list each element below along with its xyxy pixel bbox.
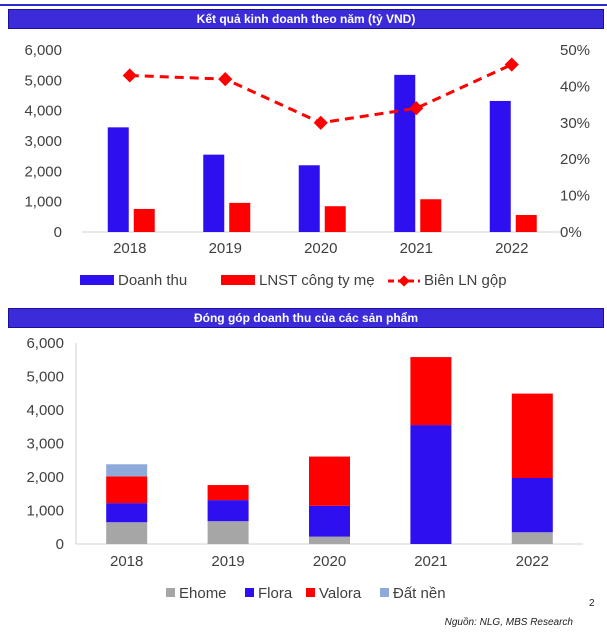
chart1-x-tick: 2020 — [304, 240, 337, 257]
chart1-bar-doanh-thu — [489, 100, 511, 233]
chart2-bar-flora — [511, 478, 553, 533]
chart1-x-tick: 2021 — [400, 240, 433, 257]
chart1-y2-tick: 30% — [560, 115, 590, 132]
chart1-y2-tick: 40% — [560, 78, 590, 95]
chart1-point-bien-ln-gop — [504, 57, 519, 72]
chart2-legend-swatch-ehome — [166, 588, 175, 597]
chart2-revenue-contribution: 0 1,000 2,000 3,000 4,000 5,000 6,000 2018 2019 2… — [26, 335, 583, 602]
chart2-y-tick: 5,000 — [26, 369, 64, 386]
chart2-x-tick: 2022 — [516, 553, 549, 570]
chart1-bar-doanh-thu — [107, 127, 129, 232]
chart1-y2-tick: 20% — [560, 151, 590, 168]
chart2-y-tick: 6,000 — [26, 335, 64, 352]
chart1-point-bien-ln-gop — [409, 101, 424, 116]
chart1-bar-lnst — [133, 208, 155, 232]
chart2-y-tick: 4,000 — [26, 402, 64, 419]
chart2-bar-flora — [207, 500, 249, 522]
chart1-x-tick: 2019 — [209, 240, 242, 257]
chart1-y2-tick: 0% — [560, 224, 582, 241]
chart2-legend-dat-nen: Đất nền — [393, 585, 446, 602]
chart2-y-tick: 2,000 — [26, 469, 64, 486]
chart2-bar-valora — [511, 393, 553, 479]
chart2-y-tick: 3,000 — [26, 436, 64, 453]
chart1-y-tick: 1,000 — [24, 194, 62, 211]
chart2-y-tick: 1,000 — [26, 503, 64, 520]
chart1-business-results: 0 1,000 2,000 3,000 4,000 5,000 6,000 0% 10% 20% 3… — [24, 42, 590, 289]
chart2-bar-valora — [309, 456, 350, 506]
chart1-bar-lnst — [515, 215, 537, 232]
chart2-legend-swatch-valora — [306, 588, 315, 597]
chart1-bar-doanh-thu — [203, 154, 225, 232]
chart1-y-tick: 3,000 — [24, 133, 62, 150]
chart2-x-tick: 2021 — [414, 553, 447, 570]
chart1-bar-lnst — [420, 199, 442, 232]
chart2-legend-swatch-flora — [245, 588, 254, 597]
chart1-legend-lnst: LNST công ty mẹ — [259, 272, 375, 289]
chart2-bar-ehome — [309, 536, 350, 544]
chart2-bar-flora — [106, 503, 148, 523]
chart1-y-tick: 2,000 — [24, 163, 62, 180]
top-rule — [0, 4, 607, 6]
chart1-bar-lnst — [324, 206, 346, 232]
chart1-legend-marker-bien — [398, 275, 410, 287]
chart2-bar-ehome — [511, 532, 553, 544]
chart2-bar-ehome — [207, 521, 249, 544]
chart1-bar-lnst — [229, 202, 251, 232]
chart2-bar-dat-nen — [106, 464, 148, 477]
page-number: 2 — [589, 598, 595, 609]
chart1-y2-tick: 10% — [560, 188, 590, 205]
chart1-point-bien-ln-gop — [313, 115, 328, 130]
chart2-bar-ehome — [106, 522, 148, 544]
chart2-bar-valora — [106, 476, 148, 504]
chart1-x-tick: 2018 — [113, 240, 146, 257]
chart1-y-tick: 5,000 — [24, 72, 62, 89]
chart2-bar-flora — [309, 505, 350, 537]
chart2-legend-swatch-dat-nen — [380, 588, 389, 597]
chart1-legend-swatch-doanh-thu — [80, 275, 114, 285]
chart2-x-tick: 2018 — [110, 553, 143, 570]
chart2-x-tick: 2020 — [313, 553, 346, 570]
chart2-x-tick: 2019 — [211, 553, 244, 570]
chart2-bar-flora — [410, 425, 452, 544]
chart1-x-tick: 2022 — [495, 240, 528, 257]
chart2-title-banner: Đóng góp doanh thu của các sản phẩm — [8, 308, 604, 328]
chart1-legend-swatch-lnst — [221, 275, 255, 285]
chart1-legend-bien-ln-gop: Biên LN gộp — [424, 272, 507, 289]
chart1-bar-doanh-thu — [394, 74, 416, 232]
chart2-legend-ehome: Ehome — [179, 585, 227, 602]
chart2-bar-valora — [207, 485, 249, 501]
chart2-legend-flora: Flora — [258, 585, 293, 602]
chart1-legend-doanh-thu: Doanh thu — [118, 272, 187, 289]
chart1-y-tick: 4,000 — [24, 103, 62, 120]
chart2-bar-valora — [410, 357, 452, 426]
chart1-y-tick: 6,000 — [24, 42, 62, 59]
chart1-bar-doanh-thu — [298, 165, 320, 232]
source-note: Nguồn: NLG, MBS Research — [444, 617, 573, 628]
chart2-legend-valora: Valora — [319, 585, 362, 602]
chart1-y2-tick: 50% — [560, 42, 590, 59]
chart1-y-tick: 0 — [54, 224, 62, 241]
chart1-title-banner: Kết quả kinh doanh theo năm (tỷ VND) — [8, 9, 604, 29]
chart2-y-tick: 0 — [56, 536, 64, 553]
